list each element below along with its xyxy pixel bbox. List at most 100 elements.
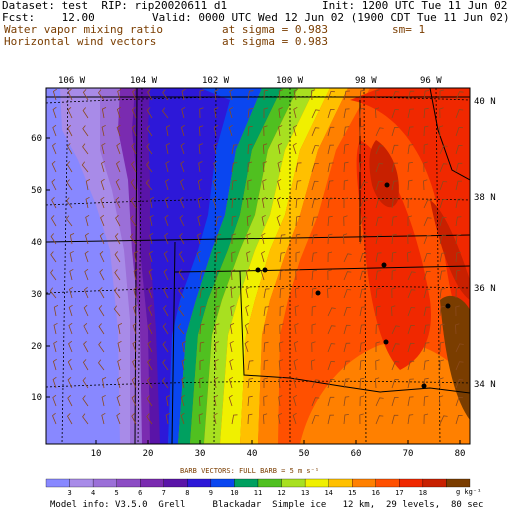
wind-barb [423, 360, 430, 371]
wind-barb [52, 412, 57, 425]
colorbar-label: 7 [162, 489, 166, 497]
wind-barb [247, 125, 253, 137]
wind-barb [115, 197, 121, 209]
wind-barb [247, 90, 254, 101]
wind-barb [133, 251, 139, 263]
wind-barb [149, 232, 154, 245]
wind-barb [98, 89, 105, 101]
wind-barb [69, 286, 74, 299]
wind-barb [215, 287, 221, 299]
wind-barb [67, 88, 73, 101]
colorbar [45, 478, 471, 488]
wind-barb [133, 286, 138, 299]
valid-time-label: Valid: 0000 UTC Wed 12 Jun 02 (1900 CDT … [152, 11, 510, 24]
wind-barb [229, 88, 234, 101]
wind-barb [229, 376, 234, 389]
wind-barb [68, 304, 73, 317]
wind-barb [327, 378, 335, 389]
wind-barb [83, 304, 89, 317]
wind-barb [455, 198, 462, 209]
wind-barb [101, 394, 106, 407]
wind-barb [196, 250, 201, 263]
colorbar-label: 18 [419, 489, 427, 497]
colorbar-swatch [352, 478, 376, 488]
wind-barb [133, 304, 138, 317]
wind-barb [198, 161, 203, 173]
wind-barb [212, 178, 217, 191]
wind-barb [310, 359, 316, 371]
wind-barb [263, 359, 269, 371]
wind-barb [179, 215, 185, 227]
wind-barb [100, 196, 105, 209]
wind-barb [50, 215, 57, 227]
wind-barb [82, 377, 89, 389]
wind-barb [53, 322, 58, 335]
wind-barb [293, 376, 298, 389]
wind-barb [343, 161, 349, 173]
wind-barb [147, 341, 153, 353]
wind-barb [214, 341, 220, 353]
wind-barb [51, 197, 57, 209]
wind-barb [374, 377, 380, 389]
wind-barb [391, 162, 399, 173]
wind-barb [293, 124, 298, 137]
lon-label: 100 W [276, 76, 304, 86]
grid-y-label: 10 [31, 393, 42, 403]
wind-barb [197, 196, 202, 209]
colorbar-unit: g kg⁻¹ [456, 488, 481, 496]
map-frame [45, 87, 471, 445]
wind-barb [343, 271, 352, 281]
wind-barb [231, 233, 237, 244]
wind-barb [247, 108, 254, 119]
wind-barb [199, 89, 205, 100]
wind-barb [81, 161, 89, 173]
wind-barb [198, 413, 203, 425]
wind-barb [214, 89, 219, 101]
wind-barb [310, 89, 316, 101]
wind-barb [455, 414, 463, 425]
wind-barb [165, 412, 170, 425]
wind-barb [375, 127, 384, 137]
wind-barb [375, 341, 381, 352]
wind-barb [277, 160, 282, 173]
wind-barb [146, 143, 153, 155]
wind-barb [375, 415, 384, 425]
wind-barb [117, 340, 122, 353]
wind-barb [68, 322, 73, 335]
wind-barb [99, 269, 105, 281]
wind-barb [247, 395, 253, 407]
wind-barb [327, 307, 336, 317]
wind-barb [69, 233, 75, 245]
wind-barb [292, 412, 297, 425]
wind-barb [113, 305, 121, 317]
wind-barb [115, 215, 121, 227]
wind-barb [263, 306, 270, 317]
wind-barb [130, 197, 137, 209]
wind-barb [199, 107, 204, 119]
wind-barb [263, 341, 269, 353]
wind-barb [197, 214, 202, 227]
wind-barb [423, 342, 430, 353]
wind-barb [407, 360, 415, 371]
wind-barb [163, 250, 169, 263]
wind-barb [116, 106, 121, 119]
wind-barb [247, 143, 253, 155]
wind-barb [439, 198, 447, 209]
wind-barb [82, 125, 89, 137]
colorbar-swatch [304, 478, 329, 488]
wind-barb [163, 287, 169, 299]
wind-barb [311, 162, 319, 173]
wind-barb [261, 197, 267, 209]
grid-x-label: 70 [403, 449, 414, 459]
wind-barb [293, 394, 298, 407]
wind-barb [374, 107, 380, 119]
wind-barb [327, 325, 336, 335]
wind-barb [231, 215, 237, 227]
wind-barb [51, 160, 57, 173]
wind-barb [391, 198, 398, 209]
wind-barb [246, 251, 251, 263]
wind-barb [146, 107, 153, 119]
wind-barb [213, 395, 219, 407]
wind-barb [375, 234, 382, 245]
lat-label: 38 N [474, 193, 496, 203]
